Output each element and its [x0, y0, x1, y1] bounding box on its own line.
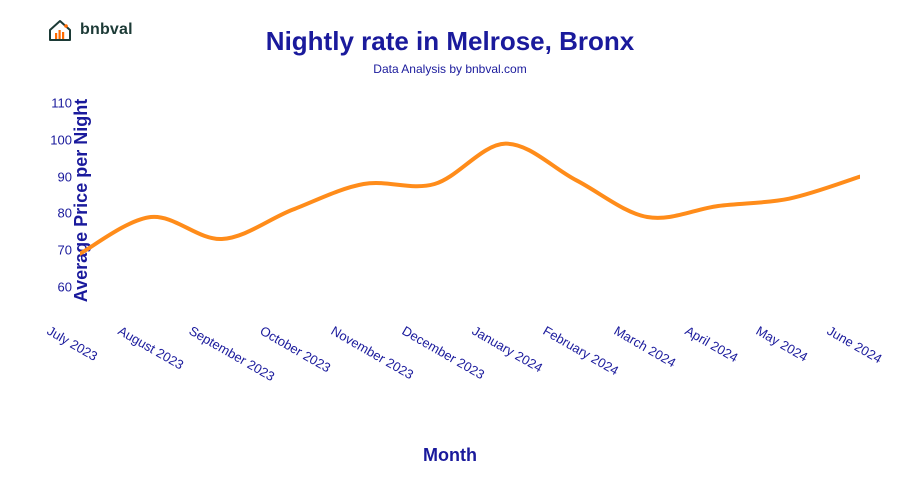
y-tick: 100: [40, 133, 72, 148]
line-series: [80, 144, 860, 254]
x-tick: April 2024: [683, 323, 741, 365]
x-tick: May 2024: [754, 323, 811, 365]
x-tick: March 2024: [612, 323, 679, 370]
x-tick: August 2023: [115, 323, 186, 372]
plot-area: [80, 85, 860, 305]
x-tick: July 2023: [45, 323, 101, 364]
x-tick: June 2024: [825, 323, 885, 366]
x-tick: February 2024: [541, 323, 622, 378]
y-tick: 110: [40, 96, 72, 111]
y-tick: 80: [40, 206, 72, 221]
chart-title: Nightly rate in Melrose, Bronx: [0, 26, 900, 57]
y-tick: 60: [40, 279, 72, 294]
x-axis-label: Month: [0, 445, 900, 466]
y-tick: 90: [40, 169, 72, 184]
chart-stage: bnbval Nightly rate in Melrose, Bronx Da…: [0, 0, 900, 500]
chart-subtitle: Data Analysis by bnbval.com: [0, 62, 900, 76]
y-tick: 70: [40, 243, 72, 258]
